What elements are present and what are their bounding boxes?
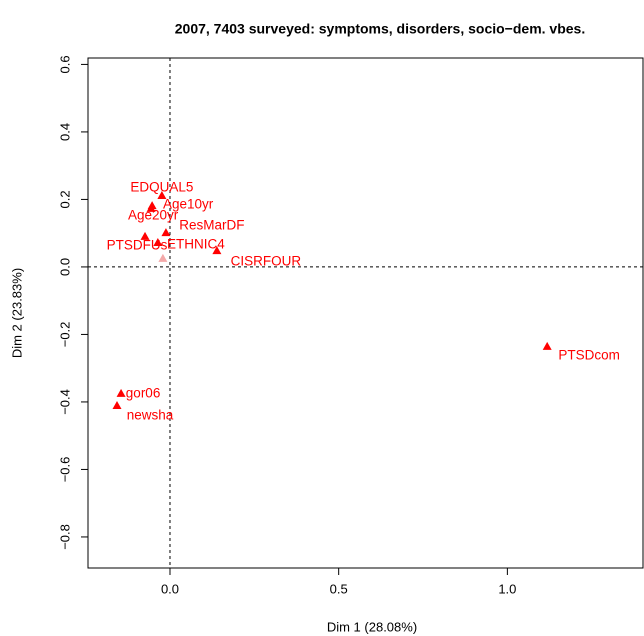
point-label: Age20yr — [128, 207, 179, 222]
chart-title: 2007, 7403 surveyed: symptoms, disorders… — [175, 21, 585, 37]
y-tick-label: 0.2 — [57, 190, 72, 208]
y-tick-label: −0.6 — [57, 457, 72, 483]
point-label: PTSDcom — [558, 347, 620, 362]
point — [116, 388, 126, 397]
point — [157, 191, 167, 200]
x-tick-label: 0.5 — [330, 581, 348, 596]
point-label: ResMarDF — [179, 218, 244, 233]
y-tick-label: −0.2 — [57, 322, 72, 348]
plot-frame — [87, 57, 644, 569]
point-label: ETHNIC4 — [167, 237, 225, 252]
point-label: Age10yr — [163, 197, 214, 212]
point-label: EDQUAL5 — [130, 180, 193, 195]
y-tick-label: −0.4 — [57, 389, 72, 415]
point — [161, 228, 171, 237]
point-label: gor06 — [126, 385, 161, 400]
point — [140, 231, 150, 240]
y-tick-label: −0.8 — [57, 524, 72, 550]
point — [212, 246, 222, 255]
x-tick-label: 0.0 — [161, 581, 179, 596]
point-label: newsha — [127, 408, 174, 423]
y-axis-label: Dim 2 (23.83%) — [9, 268, 24, 358]
y-tick-label: 0.0 — [57, 258, 72, 276]
point-label: CISRFOUR — [231, 254, 302, 269]
point — [542, 341, 552, 350]
point — [112, 400, 122, 409]
point-label: PTSDFUs — [107, 237, 168, 252]
point — [146, 203, 156, 212]
y-tick-label: 0.6 — [57, 55, 72, 73]
x-tick-label: 1.0 — [498, 581, 516, 596]
point — [153, 237, 163, 246]
y-tick-label: 0.4 — [57, 123, 72, 141]
point — [158, 253, 168, 262]
x-axis-label: Dim 1 (28.08%) — [327, 619, 417, 634]
